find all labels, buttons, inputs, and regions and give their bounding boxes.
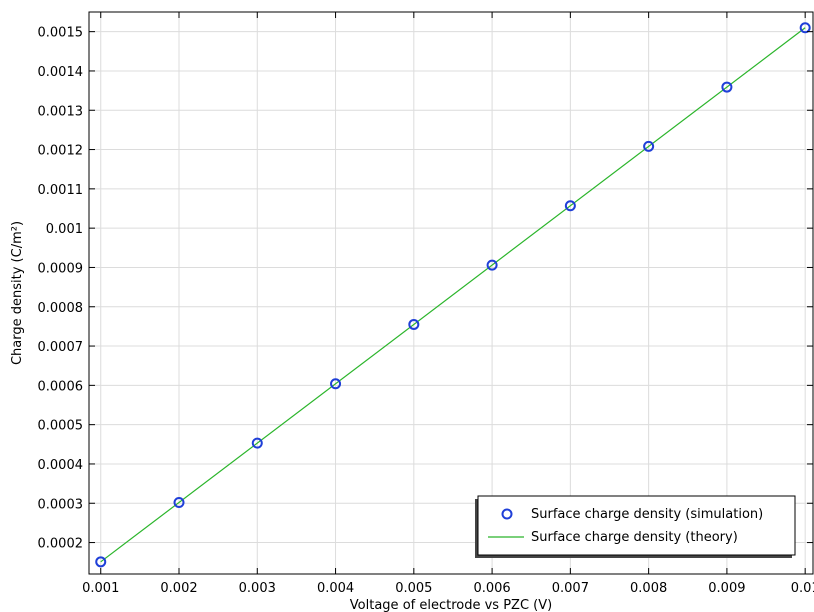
simulation-point — [408, 318, 420, 330]
y-tick-label: 0.0009 — [38, 261, 84, 276]
simulation-point — [643, 140, 655, 152]
x-tick-label: 0.005 — [395, 581, 432, 596]
y-tick-label: 0.0007 — [38, 340, 84, 355]
y-tick-label: 0.001 — [46, 222, 83, 237]
y-tick-label: 0.0012 — [38, 144, 84, 159]
simulation-point — [721, 81, 733, 93]
simulation-point — [486, 259, 498, 271]
y-tick-labels: 0.0002 0.0003 0.0004 0.0005 0.0006 0.0007 0.00… — [38, 26, 84, 552]
y-tick-label: 0.0003 — [38, 497, 84, 512]
grid — [89, 12, 813, 574]
simulation-point — [173, 496, 185, 508]
legend: Surface charge density (simulation) Surf… — [475, 495, 796, 558]
x-tick-label: 0.002 — [160, 581, 197, 596]
y-tick-label: 0.0006 — [38, 379, 84, 394]
y-tick-label: 0.0011 — [38, 183, 84, 198]
y-tick-label: 0.0005 — [38, 419, 84, 434]
series-layer — [95, 22, 811, 568]
x-tick-label: 0.008 — [630, 581, 667, 596]
ticks — [89, 12, 813, 574]
y-tick-label: 0.0013 — [38, 104, 84, 119]
y-axis-title: Charge density (C/m²) — [10, 221, 25, 365]
simulation-point — [251, 437, 263, 449]
simulation-point — [330, 378, 342, 390]
simulation-point — [95, 556, 107, 568]
legend-box — [477, 495, 796, 556]
x-tick-label: 0.01 — [791, 581, 814, 596]
x-tick-label: 0.006 — [473, 581, 510, 596]
x-tick-label: 0.009 — [708, 581, 745, 596]
simulation-point — [564, 200, 576, 212]
y-tick-label: 0.0008 — [38, 301, 84, 316]
plot-frame — [88, 11, 814, 575]
y-tick-label: 0.0004 — [38, 458, 84, 473]
x-tick-label: 0.004 — [317, 581, 354, 596]
x-tick-label: 0.003 — [239, 581, 276, 596]
legend-label-simulation: Surface charge density (simulation) — [531, 507, 763, 522]
legend-label-theory: Surface charge density (theory) — [531, 530, 738, 545]
y-tick-label: 0.0015 — [38, 26, 84, 41]
x-tick-label: 0.001 — [82, 581, 119, 596]
x-tick-label: 0.007 — [552, 581, 589, 596]
x-tick-labels: 0.001 0.002 0.003 0.004 0.005 0.006 0.007 0.008… — [82, 581, 814, 596]
theory-line — [100, 27, 806, 563]
y-tick-label: 0.0014 — [38, 65, 84, 80]
x-axis-title: Voltage of electrode vs PZC (V) — [350, 598, 552, 612]
legend-marker-simulation — [501, 508, 513, 520]
simulation-point — [799, 22, 811, 34]
y-tick-label: 0.0002 — [38, 537, 84, 552]
